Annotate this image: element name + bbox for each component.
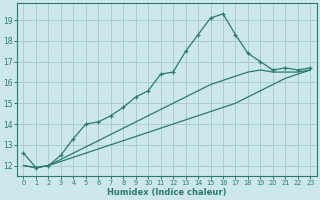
X-axis label: Humidex (Indice chaleur): Humidex (Indice chaleur): [107, 188, 227, 197]
